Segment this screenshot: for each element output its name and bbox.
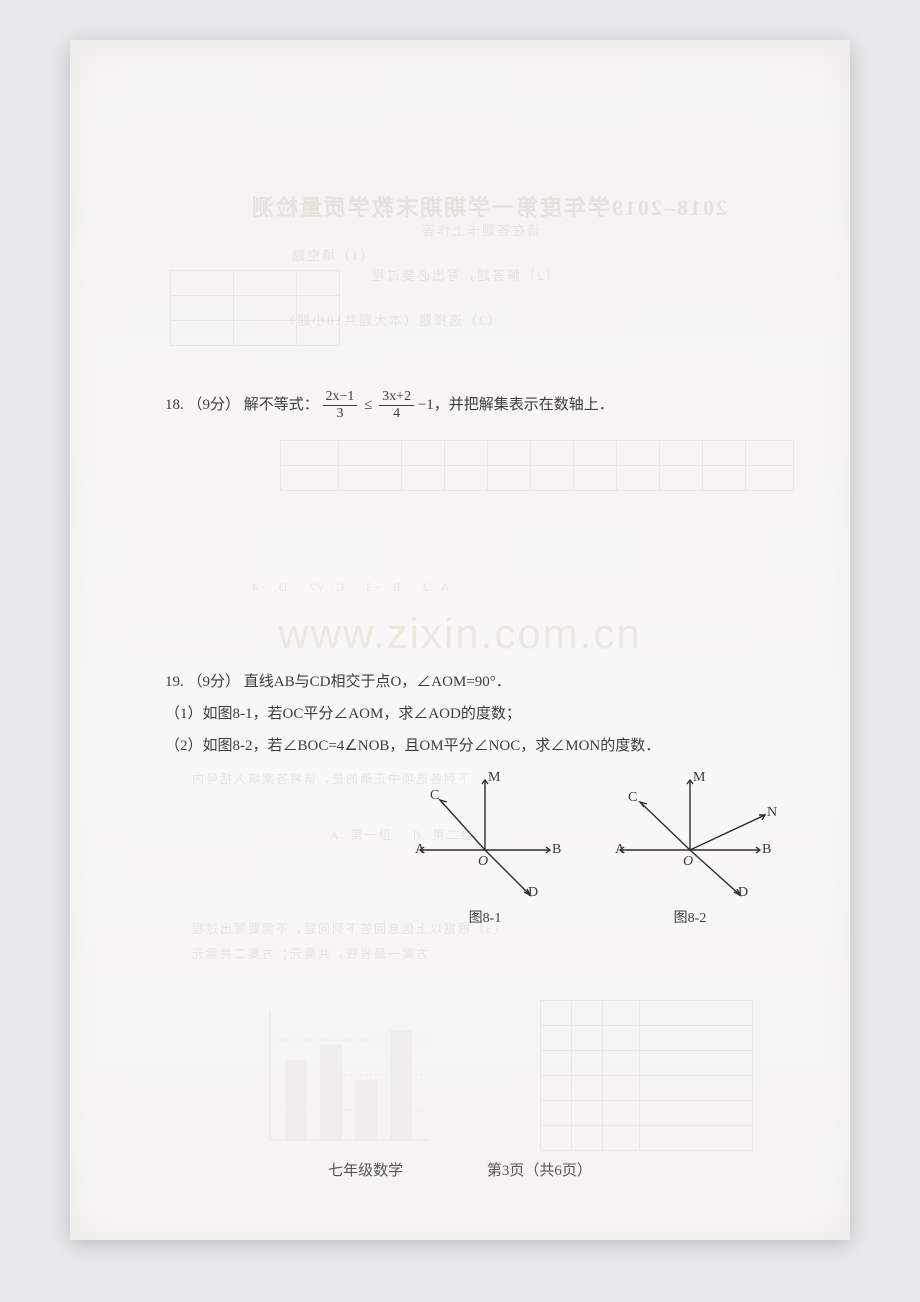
figure-8-2-svg <box>600 770 780 900</box>
fig2-label-O: O <box>683 854 693 870</box>
q18-frac2-den: 4 <box>379 406 414 421</box>
q18-points: （9分） <box>188 397 241 413</box>
ghost-title: 2018–2019学年度第一学期期末教学质量检测 <box>250 190 727 222</box>
q19-stem-line: 19. （9分） 直线AB与CD相交于点O，∠AOM=90°． <box>165 670 511 691</box>
q18-suffix: −1，并把解集表示在数轴上． <box>418 397 614 413</box>
fig2-label-M: M <box>693 770 705 786</box>
q18-number: 18. <box>165 397 184 413</box>
fig1-label-D: D <box>528 885 538 901</box>
ghost-table-2 <box>280 440 794 491</box>
fig1-label-B: B <box>552 842 561 858</box>
q19-part2: （2）如图8-2，若∠BOC=4∠NOB，且OM平分∠NOC，求∠MON的度数． <box>165 734 660 755</box>
ghost-table-1 <box>170 270 340 346</box>
q19-part1: （1）如图8-1，若OC平分∠AOM，求∠AOD的度数； <box>165 702 521 723</box>
ghost-extra-3: 下列各选项中正确的是，请将答案填入括号内 <box>190 770 470 787</box>
exam-page: 2018–2019学年度第一学期期末教学质量检测 请在答题卡上作答 （1）填空题… <box>70 40 850 1240</box>
fig1-label-O: O <box>478 854 488 870</box>
watermark: www.zixin.com.cn <box>70 610 850 658</box>
ghost-extra-2: 方案一最省钱，共需元；方案二共需元 <box>190 945 428 962</box>
ghost-extra-5: A. 2 B. −3 C. √7 D. −4 <box>250 580 449 595</box>
ghost-table-3 <box>540 1000 753 1151</box>
footer-left: 七年级数学 <box>328 1159 403 1180</box>
q18-frac1: 2x−1 3 <box>323 390 358 421</box>
ghost-line-0: 请在答题卡上作答 <box>420 220 540 239</box>
q18-frac1-num: 2x−1 <box>323 390 358 406</box>
q18-prefix: 解不等式： <box>244 397 319 413</box>
fig2-label-D: D <box>738 885 748 901</box>
fig2-label-N: N <box>767 805 777 821</box>
q18-frac1-den: 3 <box>323 406 358 421</box>
ghost-chart <box>240 1000 440 1170</box>
q18-op: ≤ <box>364 397 372 413</box>
q19-stem: 直线AB与CD相交于点O，∠AOM=90°． <box>244 674 511 690</box>
ghost-line-1: （1）填空题 <box>290 245 374 264</box>
page-footer: 七年级数学 第3页（共6页） <box>70 1159 850 1180</box>
q19-number: 19. <box>165 674 184 690</box>
fig1-label-C: C <box>430 788 439 804</box>
fig2-label-B: B <box>762 842 771 858</box>
q18-frac2: 3x+2 4 <box>379 390 414 421</box>
fig2-label-A: A <box>615 842 625 858</box>
ghost-line-2: （2）解答题，写出必要过程 <box>370 265 559 284</box>
fig1-label-M: M <box>488 770 500 786</box>
fig1-label-A: A <box>415 842 425 858</box>
q18: 18. （9分） 解不等式： 2x−1 3 ≤ 3x+2 4 −1，并把解集表示… <box>165 390 790 421</box>
figure-8-1: A B C D M O 图8-1 <box>400 770 570 927</box>
ghost-extra-4: A. 第一组 B. 第二组 <box>330 826 475 843</box>
q18-frac2-num: 3x+2 <box>379 390 414 406</box>
fig2-caption: 图8-2 <box>600 907 780 927</box>
fig2-label-C: C <box>628 790 637 806</box>
footer-right: 第3页（共6页） <box>487 1159 592 1180</box>
q19-points: （9分） <box>188 674 241 690</box>
figure-8-2: A B C D M N O 图8-2 <box>600 770 780 927</box>
ghost-extra-1: （3）根据以上信息回答下列问题，不需要写出过程 <box>190 920 506 937</box>
